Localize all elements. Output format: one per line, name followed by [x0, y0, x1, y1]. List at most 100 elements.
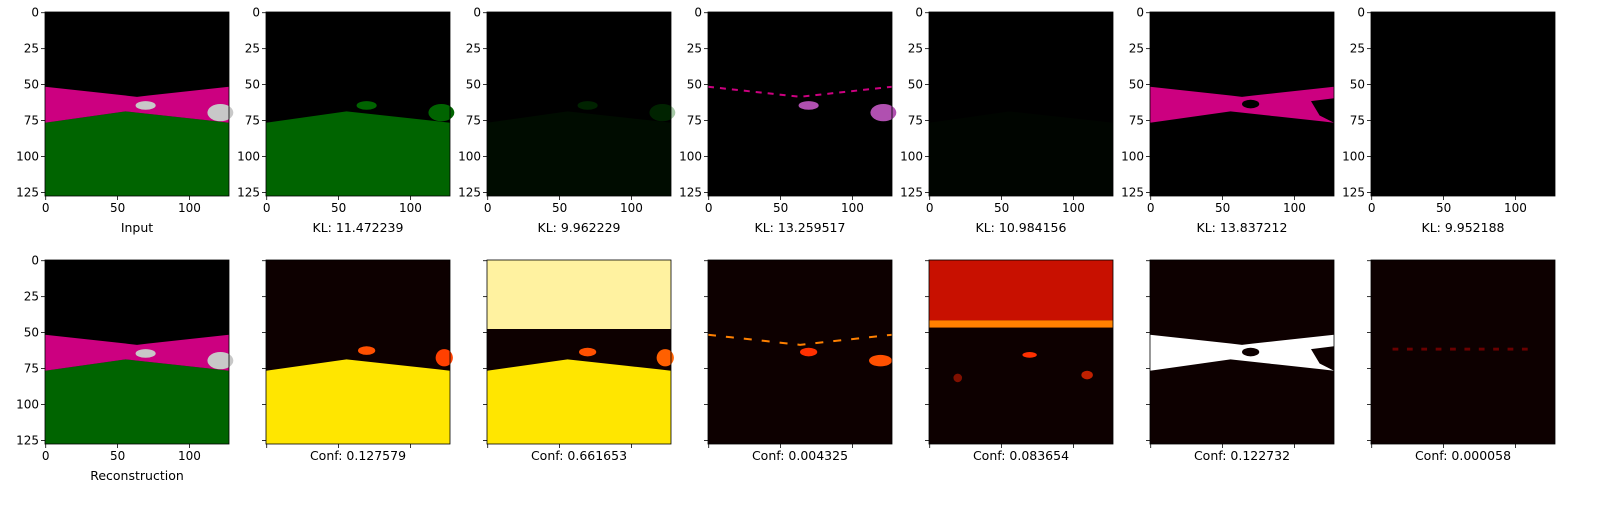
panel-r1-c0-car-center [135, 349, 156, 358]
axes-r0-c5-ytick-label: 25 [1129, 42, 1144, 56]
top-panel-1: 0 50 100 0 25 50 75 100 125 KL: 11.472239 [237, 6, 455, 235]
axes-r0-c4-xtick-label: 0 [926, 201, 934, 215]
heatmap-c3-car-center [800, 347, 818, 357]
axes-r0-c2-ytick-label: 100 [458, 149, 481, 163]
axes-r0-c1-xtick-label: 0 [263, 201, 271, 215]
axes-r1-c0-frame [44, 259, 230, 445]
heatmap-c6-speck [1521, 347, 1528, 351]
axes-r0-c6-ytick-label: 125 [1342, 185, 1365, 199]
panel-r0-c0-car-right [207, 104, 234, 122]
axes-r1-c0-ytick-label: 125 [16, 433, 39, 447]
panel-r0-c0-grass [45, 111, 229, 196]
axes-r0-c5-ytick-label: 75 [1129, 114, 1144, 128]
top-panel-5: 0 50 100 0 25 50 75 100 125 KL: 13.837212 [1121, 6, 1335, 235]
axes-r0-c1-ytick-label: 50 [245, 78, 260, 92]
axes-r0-c4-ytick-label: 100 [900, 149, 923, 163]
bottom-panel-3: Conf: 0.004325 [704, 259, 893, 463]
panel-r0-c0-car-center [135, 101, 156, 110]
axes-r0-c1-xtick-label: 50 [331, 201, 346, 215]
panel-r0-c6-sky [1371, 12, 1555, 196]
heatmap-c4-horizon-band [929, 320, 1113, 328]
top-caption-0: Input [121, 220, 153, 235]
axes-r1-c0-xtick-label: 0 [42, 449, 50, 463]
panel-r0-c1-car-right [428, 104, 455, 122]
axes-r0-c2-ytick-label: 25 [466, 42, 481, 56]
heatmap-c6-speck [1450, 347, 1456, 351]
bottom-caption-0: Reconstruction [90, 468, 184, 483]
axes-r0-c4-frame [928, 11, 1114, 197]
axes-r1-c2-frame [486, 259, 672, 445]
panel-r0-c2-sky [487, 12, 671, 196]
axes-r0-c0-xtick-label: 0 [42, 201, 50, 215]
axes-r0-c4-ytick-label: 0 [915, 6, 923, 20]
axes-r0-c1-ytick-label: 125 [237, 185, 260, 199]
panel-r0-c3-car-right [870, 104, 897, 122]
heatmap-c6-speck [1493, 347, 1499, 351]
heatmap-c4-blob-left [953, 373, 963, 383]
axes-r0-c0-frame [44, 11, 230, 197]
axes-r0-c5-xtick-label: 100 [1283, 201, 1306, 215]
panel-r0-c2-grass [487, 111, 671, 196]
heatmap-c2-grass-region [487, 359, 671, 444]
heatmap-c1-car-center [358, 346, 376, 355]
heatmap-c6-speck [1478, 347, 1485, 351]
axes-r1-c5-frame [1149, 259, 1335, 445]
axes-r0-c2-ytick-label: 75 [466, 114, 481, 128]
axes-r0-c0-ytick-label: 100 [16, 149, 39, 163]
heatmap-c6-speck [1435, 347, 1442, 351]
axes-r0-c0-xtick-label: 100 [178, 201, 201, 215]
axes-r0-c6-ytick-label: 25 [1350, 42, 1365, 56]
axes-r0-c6-ytick-label: 0 [1357, 6, 1365, 20]
axes-r0-c2-xtick-label: 100 [620, 201, 643, 215]
axes-r0-c5-ytick-label: 125 [1121, 185, 1144, 199]
axes-r0-c3-ytick-label: 100 [679, 149, 702, 163]
axes-r1-c1-frame [265, 259, 451, 445]
heatmap-c3-car-right [869, 354, 892, 367]
heatmap-c3-road-edge [707, 333, 893, 346]
axes-r0-c1-xtick-label: 100 [399, 201, 422, 215]
bottom-panel-1: Conf: 0.127579 [262, 259, 453, 463]
axes-r0-c3-ytick-label: 0 [694, 6, 702, 20]
top-caption-4: KL: 10.984156 [976, 220, 1067, 235]
bottom-caption-6: Conf: 0.000058 [1415, 448, 1511, 463]
panel-r0-c3-car-center [798, 101, 819, 110]
panel-r0-c5-right-cut [1311, 98, 1334, 123]
axes-r0-c6-xtick-label: 100 [1504, 201, 1527, 215]
axes-r0-c2-ytick-label: 50 [466, 78, 481, 92]
bottom-panel-6: Conf: 0.000058 [1367, 259, 1556, 463]
heatmap-c2-sky-region [487, 260, 671, 329]
axes-r0-c6-xtick-label: 0 [1368, 201, 1376, 215]
panel-r0-c2-car-right [649, 104, 676, 122]
axes-r0-c3-xtick-label: 100 [841, 201, 864, 215]
axes-r0-c1-ytick-label: 100 [237, 149, 260, 163]
axes-r0-c6-xtick-label: 50 [1436, 201, 1451, 215]
axes-r0-c3-ytick-label: 125 [679, 185, 702, 199]
heatmap-c4-car-center [1022, 352, 1037, 358]
bottom-panel-0: 0 50 100 0 25 50 75 100 125 Reconstruction [16, 254, 234, 483]
axes-r0-c2-ytick-label: 125 [458, 185, 481, 199]
heatmap-c4-blob-right [1081, 370, 1093, 380]
axes-r0-c5-ytick-label: 0 [1136, 6, 1144, 20]
axes-r0-c2-ytick-label: 0 [473, 6, 481, 20]
axes-r1-c4-frame [928, 259, 1114, 445]
axes-r1-c6-frame [1370, 259, 1556, 445]
axes-r0-c6-frame [1370, 11, 1556, 197]
bottom-caption-2: Conf: 0.661653 [531, 448, 627, 463]
axes-r0-c4-ytick-label: 75 [908, 114, 923, 128]
axes-r0-c0-ytick-label: 125 [16, 185, 39, 199]
panel-r1-c0-grass [45, 359, 229, 444]
axes-r0-c1-ytick-label: 0 [252, 6, 260, 20]
bottom-panel-2: Conf: 0.661653 [483, 259, 674, 463]
axes-r0-c3-frame [707, 11, 893, 197]
axes-r1-c3-frame [707, 259, 893, 445]
heatmap-c5-right-cut [1311, 346, 1334, 371]
axes-r0-c0-ytick-label: 50 [24, 78, 39, 92]
heatmap-c6-speck [1421, 347, 1428, 351]
heatmap-c6-speck [1406, 347, 1413, 351]
axes-r0-c0-ytick-label: 25 [24, 42, 39, 56]
axes-r0-c4-ytick-label: 50 [908, 78, 923, 92]
axes-r1-c0-ytick-label: 100 [16, 397, 39, 411]
axes-r0-c2-xtick-label: 50 [552, 201, 567, 215]
panel-r0-c2-car-center [577, 101, 598, 110]
axes-r1-c0-ytick-label: 50 [24, 326, 39, 340]
